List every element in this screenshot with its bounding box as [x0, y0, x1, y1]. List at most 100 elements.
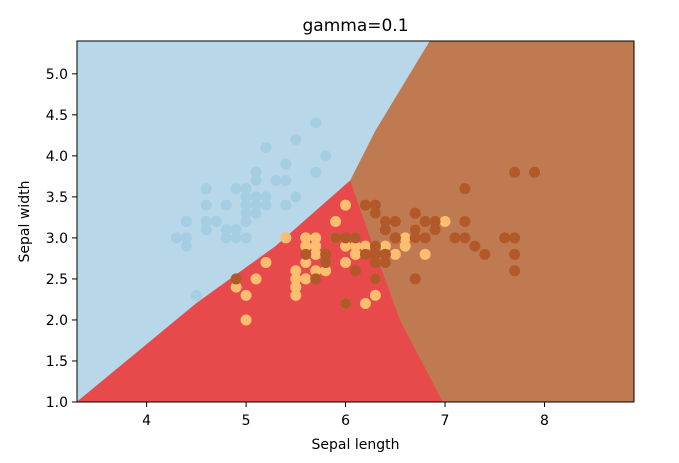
data-point-class-0	[230, 232, 242, 244]
data-point-class-1	[419, 248, 431, 260]
data-point-class-0	[250, 166, 262, 178]
data-point-class-0	[240, 191, 252, 203]
data-point-class-2	[449, 232, 461, 244]
data-point-class-2	[330, 232, 342, 244]
data-point-class-2	[310, 273, 322, 285]
y-tick-label: 2.0	[46, 313, 68, 329]
data-point-class-1	[300, 257, 312, 269]
data-point-class-2	[340, 298, 352, 310]
data-point-class-2	[409, 232, 421, 244]
data-point-class-1	[290, 273, 302, 285]
data-point-class-2	[320, 248, 332, 260]
y-axis-label: Sepal width	[17, 181, 33, 263]
data-point-class-0	[270, 174, 282, 186]
data-point-class-0	[170, 232, 182, 244]
data-point-class-1	[359, 240, 371, 252]
data-point-class-2	[459, 216, 471, 227]
decision-region-class-2	[350, 41, 634, 402]
data-point-class-0	[280, 158, 292, 170]
data-point-class-1	[300, 240, 312, 252]
data-point-class-2	[509, 265, 521, 277]
data-point-class-1	[330, 216, 342, 227]
data-point-class-1	[310, 232, 322, 244]
data-point-class-2	[230, 273, 242, 285]
decision-regions	[77, 41, 634, 402]
data-point-class-2	[389, 232, 401, 244]
data-point-class-2	[509, 232, 521, 244]
data-point-class-2	[350, 265, 361, 277]
data-point-class-1	[280, 232, 292, 244]
data-point-class-2	[369, 207, 381, 219]
data-point-class-2	[369, 273, 381, 285]
data-point-class-2	[300, 248, 312, 260]
data-point-class-2	[469, 240, 481, 252]
data-point-class-0	[280, 174, 292, 186]
data-point-class-1	[359, 298, 371, 310]
data-point-class-1	[300, 273, 312, 285]
data-point-class-0	[240, 232, 252, 244]
data-point-class-2	[409, 273, 421, 285]
data-point-class-0	[220, 232, 232, 244]
data-point-class-1	[240, 314, 252, 326]
data-point-class-2	[409, 224, 421, 236]
data-point-class-0	[220, 224, 232, 236]
data-point-class-1	[290, 265, 302, 277]
data-point-class-1	[340, 257, 352, 269]
data-point-class-0	[260, 199, 272, 211]
data-point-class-2	[429, 224, 441, 236]
data-point-class-2	[359, 248, 371, 260]
data-point-class-1	[320, 265, 332, 277]
data-point-class-1	[340, 199, 352, 211]
data-point-class-2	[350, 232, 361, 244]
data-point-class-1	[350, 240, 361, 252]
data-point-class-0	[240, 183, 252, 195]
y-tick-label: 2.5	[46, 272, 68, 288]
x-tick-label: 5	[242, 413, 251, 429]
data-point-class-1	[290, 289, 302, 301]
data-point-class-0	[250, 207, 262, 219]
data-point-class-1	[260, 257, 272, 269]
plot-frame	[76, 40, 635, 403]
y-tick-label: 3.0	[46, 231, 68, 247]
y-tick-label: 3.5	[46, 190, 68, 206]
data-point-class-0	[260, 191, 272, 203]
data-point-class-2	[389, 216, 401, 227]
data-point-class-0	[260, 142, 272, 154]
y-tick-label: 1.5	[46, 354, 68, 370]
data-point-class-0	[200, 216, 212, 227]
data-point-class-2	[509, 248, 521, 260]
data-point-class-0	[210, 216, 222, 227]
data-point-class-0	[290, 191, 302, 203]
data-point-class-0	[310, 166, 322, 178]
data-point-class-2	[529, 166, 541, 178]
data-point-class-1	[340, 240, 352, 252]
chart-title: gamma=0.1	[302, 16, 408, 36]
data-point-class-1	[240, 289, 252, 301]
data-point-class-0	[320, 150, 332, 162]
data-point-class-2	[379, 257, 391, 269]
data-point-class-0	[200, 224, 212, 236]
data-point-class-0	[190, 289, 202, 301]
data-point-class-1	[310, 248, 322, 260]
data-point-class-1	[300, 232, 312, 244]
data-point-class-1	[439, 216, 451, 227]
data-point-class-2	[320, 257, 332, 269]
data-point-class-2	[359, 199, 371, 211]
data-point-class-1	[310, 240, 322, 252]
data-point-class-2	[379, 248, 391, 260]
data-point-class-0	[180, 240, 192, 252]
data-point-class-1	[230, 281, 242, 293]
data-point-class-2	[499, 232, 511, 244]
data-point-class-2	[340, 232, 352, 244]
data-point-class-2	[419, 216, 431, 227]
data-point-class-1	[389, 248, 401, 260]
data-point-class-0	[200, 183, 212, 195]
data-point-class-0	[310, 117, 322, 129]
x-tick-label: 4	[142, 413, 151, 429]
data-point-class-0	[220, 199, 232, 211]
y-tick-label: 4.0	[46, 149, 68, 165]
data-point-class-2	[419, 232, 431, 244]
data-point-class-2	[369, 240, 381, 252]
data-point-class-2	[379, 216, 391, 227]
data-point-class-0	[240, 199, 252, 211]
